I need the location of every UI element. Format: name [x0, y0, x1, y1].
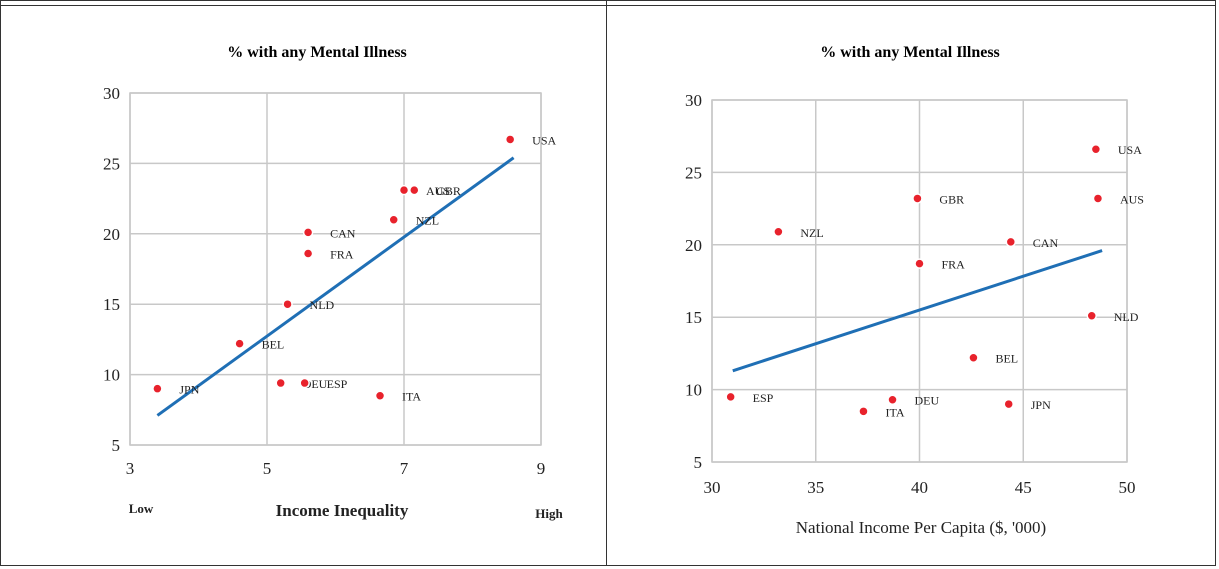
chart1-point-nld: [282, 298, 293, 310]
chart2-point-deu: [887, 394, 898, 405]
chart1-x-tick-label: 5: [263, 459, 272, 478]
chart1-x-tick-label: 7: [400, 459, 409, 478]
chart1-point-label-ita: ITA: [402, 390, 421, 404]
chart2-point-label-jpn: JPN: [1031, 398, 1051, 412]
chart1-point-jpn: [152, 383, 163, 394]
chart2-x-tick-label: 45: [1015, 478, 1032, 497]
chart1-point-can: [302, 227, 314, 238]
chart2-y-tick-label: 25: [685, 163, 702, 182]
chart2-point-label-nld: NLD: [1114, 310, 1139, 324]
chart1-point-label-nzl: NZL: [416, 214, 439, 228]
chart1-plot: 3 5 7 951015202530USAAUSGBRNZLCANFRANLDBELD…: [103, 84, 557, 478]
chart2-point-jpn: [1003, 398, 1014, 410]
chart2-point-can: [1005, 236, 1017, 248]
chart1-point-label-jpn: JPN: [179, 383, 199, 397]
chart1-y-tick-label: 25: [103, 154, 120, 173]
chart1-trendline: [156, 156, 515, 417]
chart2-point-label-ita: ITA: [885, 405, 904, 419]
chart1-y-tick-label: 15: [103, 295, 120, 314]
chart1-point-nzl: [388, 214, 399, 225]
chart1-title: % with any Mental Illness: [227, 44, 407, 61]
chart1-x-high-label: High: [535, 506, 563, 521]
chart2-x-tick-label: 40: [911, 478, 928, 497]
chart1-point-aus: [398, 184, 410, 196]
chart2-y-tick-label: 15: [685, 308, 702, 327]
chart1-y-tick-label: 5: [112, 436, 121, 455]
chart1-x-low-label: Low: [129, 501, 154, 516]
chart2-point-gbr: [912, 193, 923, 204]
chart2-point-label-bel: BEL: [995, 352, 1018, 366]
chart2-y-tick-label: 10: [685, 381, 702, 400]
panel-divider: [606, 0, 607, 566]
chart2-point-label-nzl: NZL: [800, 226, 823, 240]
chart1-point-fra: [302, 248, 314, 259]
chart2-point-label-aus: AUS: [1120, 192, 1144, 206]
chart2-plot: 30 35 40 45 50 5 10 15 20 25 30 USA AUS GBR NZL CAN FRA N…: [685, 91, 1144, 497]
chart2-x-label: National Income Per Capita ($, '000): [796, 518, 1046, 537]
chart2-point-label-fra: FRA: [942, 258, 966, 272]
chart1-point-deu: [275, 377, 286, 389]
chart1-x-label: Income Inequality: [276, 501, 409, 520]
chart2-point-label-usa: USA: [1118, 143, 1142, 157]
chart1-y-tick-label: 20: [103, 225, 120, 244]
chart2-point-nld: [1086, 310, 1097, 322]
chart2-y-tick-label: 30: [685, 91, 702, 110]
chart1-point-gbr: [409, 184, 420, 196]
chart1-point-label-nld: NLD: [310, 298, 335, 312]
chart1-x-tick-label: 9: [537, 459, 546, 478]
chart2-point-bel: [968, 352, 979, 363]
chart1-point-usa: [504, 134, 516, 145]
chart2-point-nzl: [773, 226, 784, 238]
chart1-x-tick-label: 3: [126, 459, 135, 478]
chart2-point-label-gbr: GBR: [939, 192, 964, 206]
chart2-y-tick-label: 20: [685, 236, 702, 255]
chart1-point-bel: [234, 338, 245, 349]
chart2-point-label-can: CAN: [1033, 236, 1059, 250]
chart2-point-label-esp: ESP: [753, 391, 774, 405]
chart2-point-esp: [725, 391, 736, 403]
chart1-point-label-can: CAN: [330, 226, 356, 240]
chart2-point-usa: [1090, 143, 1102, 155]
chart2-point-label-deu: DEU: [915, 394, 940, 408]
chart1-point-esp: [299, 377, 310, 389]
chart2-y-tick-label: 5: [694, 453, 703, 472]
chart1-point-label-esp: ESP: [327, 377, 348, 391]
chart2-trendline: [732, 249, 1103, 373]
chart1-point-label-fra: FRA: [330, 248, 354, 262]
chart1-point-label-gbr: GBR: [436, 184, 461, 198]
chart2-x-tick-label: 30: [704, 478, 721, 497]
chart2-point-ita: [858, 406, 869, 417]
chart2-title: % with any Mental Illness: [820, 44, 1000, 61]
chart2-point-aus: [1092, 193, 1104, 204]
chart2-x-tick-label: 50: [1119, 478, 1136, 497]
chart1-y-tick-label: 10: [103, 366, 120, 385]
chart1-point-ita: [374, 390, 386, 401]
chart1-y-tick-label: 30: [103, 84, 120, 103]
top-border: [0, 5, 1216, 6]
chart1-point-label-bel: BEL: [262, 338, 285, 352]
chart2-x-tick-label: 35: [807, 478, 824, 497]
chart2-point-fra: [914, 258, 925, 269]
chart1-point-label-aus: AUS: [426, 184, 450, 198]
chart1-point-label-usa: USA: [532, 133, 556, 147]
